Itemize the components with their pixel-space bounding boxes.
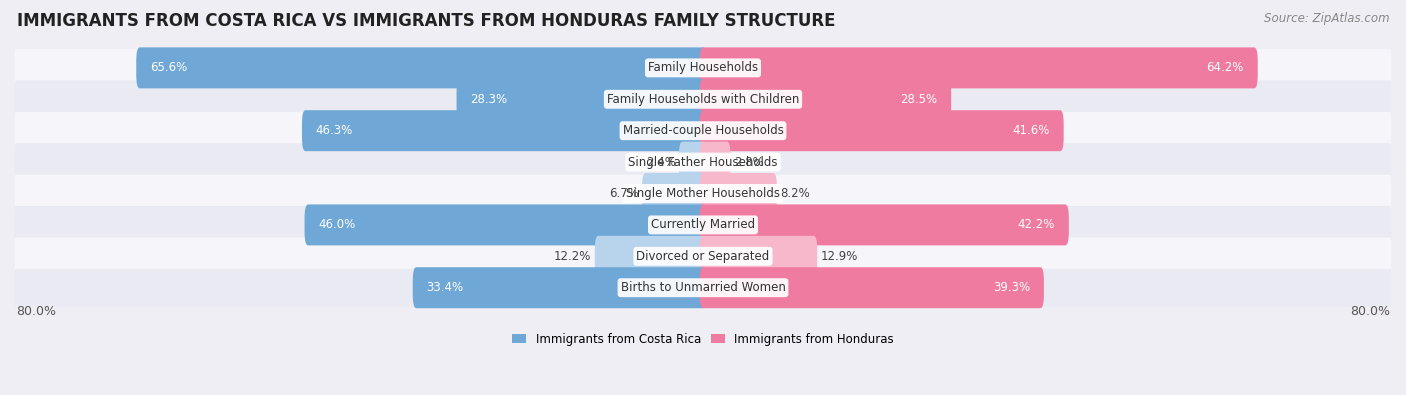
FancyBboxPatch shape bbox=[457, 79, 706, 120]
FancyBboxPatch shape bbox=[14, 49, 1392, 87]
Text: Divorced or Separated: Divorced or Separated bbox=[637, 250, 769, 263]
Text: 41.6%: 41.6% bbox=[1012, 124, 1050, 137]
FancyBboxPatch shape bbox=[595, 236, 706, 277]
Text: 39.3%: 39.3% bbox=[993, 281, 1031, 294]
Text: 2.4%: 2.4% bbox=[645, 156, 675, 169]
Text: Family Households with Children: Family Households with Children bbox=[607, 93, 799, 106]
FancyBboxPatch shape bbox=[700, 173, 778, 214]
Text: 2.8%: 2.8% bbox=[734, 156, 763, 169]
Legend: Immigrants from Costa Rica, Immigrants from Honduras: Immigrants from Costa Rica, Immigrants f… bbox=[508, 328, 898, 350]
Text: Single Father Households: Single Father Households bbox=[628, 156, 778, 169]
Text: 42.2%: 42.2% bbox=[1018, 218, 1054, 231]
Text: 12.2%: 12.2% bbox=[554, 250, 592, 263]
FancyBboxPatch shape bbox=[700, 142, 731, 182]
FancyBboxPatch shape bbox=[305, 205, 706, 245]
Text: 8.2%: 8.2% bbox=[780, 187, 810, 200]
Text: Family Households: Family Households bbox=[648, 61, 758, 74]
FancyBboxPatch shape bbox=[643, 173, 706, 214]
FancyBboxPatch shape bbox=[14, 206, 1392, 244]
FancyBboxPatch shape bbox=[700, 236, 817, 277]
Text: 65.6%: 65.6% bbox=[150, 61, 187, 74]
FancyBboxPatch shape bbox=[700, 267, 1043, 308]
Text: Currently Married: Currently Married bbox=[651, 218, 755, 231]
FancyBboxPatch shape bbox=[413, 267, 706, 308]
Text: Births to Unmarried Women: Births to Unmarried Women bbox=[620, 281, 786, 294]
Text: Source: ZipAtlas.com: Source: ZipAtlas.com bbox=[1264, 12, 1389, 25]
Text: 6.7%: 6.7% bbox=[609, 187, 638, 200]
Text: Single Mother Households: Single Mother Households bbox=[626, 187, 780, 200]
Text: 64.2%: 64.2% bbox=[1206, 61, 1244, 74]
FancyBboxPatch shape bbox=[700, 47, 1258, 88]
Text: IMMIGRANTS FROM COSTA RICA VS IMMIGRANTS FROM HONDURAS FAMILY STRUCTURE: IMMIGRANTS FROM COSTA RICA VS IMMIGRANTS… bbox=[17, 12, 835, 30]
FancyBboxPatch shape bbox=[679, 142, 706, 182]
FancyBboxPatch shape bbox=[14, 143, 1392, 181]
FancyBboxPatch shape bbox=[302, 110, 706, 151]
Text: 33.4%: 33.4% bbox=[426, 281, 464, 294]
FancyBboxPatch shape bbox=[700, 79, 952, 120]
FancyBboxPatch shape bbox=[14, 81, 1392, 118]
FancyBboxPatch shape bbox=[14, 269, 1392, 307]
Text: Married-couple Households: Married-couple Households bbox=[623, 124, 783, 137]
FancyBboxPatch shape bbox=[700, 205, 1069, 245]
Text: 80.0%: 80.0% bbox=[15, 305, 56, 318]
Text: 12.9%: 12.9% bbox=[821, 250, 858, 263]
Text: 46.3%: 46.3% bbox=[316, 124, 353, 137]
Text: 80.0%: 80.0% bbox=[1350, 305, 1391, 318]
FancyBboxPatch shape bbox=[700, 110, 1064, 151]
FancyBboxPatch shape bbox=[14, 175, 1392, 213]
Text: 28.3%: 28.3% bbox=[470, 93, 508, 106]
FancyBboxPatch shape bbox=[136, 47, 706, 88]
FancyBboxPatch shape bbox=[14, 112, 1392, 150]
FancyBboxPatch shape bbox=[14, 237, 1392, 275]
Text: 28.5%: 28.5% bbox=[900, 93, 938, 106]
Text: 46.0%: 46.0% bbox=[318, 218, 356, 231]
